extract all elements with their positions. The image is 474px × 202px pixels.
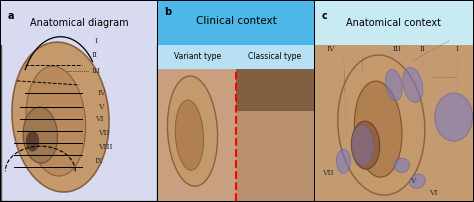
FancyBboxPatch shape bbox=[158, 69, 314, 201]
Ellipse shape bbox=[386, 69, 402, 101]
Text: Anatomical context: Anatomical context bbox=[346, 18, 441, 28]
Ellipse shape bbox=[167, 76, 218, 186]
Text: I: I bbox=[95, 37, 98, 45]
Text: III: III bbox=[392, 45, 401, 53]
Text: V: V bbox=[98, 103, 103, 111]
Ellipse shape bbox=[12, 42, 109, 192]
Text: II: II bbox=[91, 51, 98, 59]
Ellipse shape bbox=[394, 158, 410, 172]
FancyBboxPatch shape bbox=[1, 1, 157, 45]
Text: II: II bbox=[419, 45, 425, 53]
Circle shape bbox=[435, 93, 473, 141]
FancyBboxPatch shape bbox=[236, 69, 314, 111]
Text: a: a bbox=[8, 11, 14, 21]
Text: VI: VI bbox=[95, 115, 103, 123]
FancyBboxPatch shape bbox=[315, 1, 473, 201]
FancyBboxPatch shape bbox=[236, 69, 314, 201]
Text: I: I bbox=[456, 45, 458, 53]
Text: Clinical context: Clinical context bbox=[196, 16, 276, 26]
Text: b: b bbox=[164, 7, 172, 17]
Ellipse shape bbox=[26, 66, 86, 176]
FancyBboxPatch shape bbox=[1, 1, 157, 201]
Text: V: V bbox=[410, 177, 416, 185]
FancyBboxPatch shape bbox=[315, 1, 473, 45]
Text: VII: VII bbox=[98, 129, 109, 137]
Text: IV: IV bbox=[98, 89, 106, 97]
Ellipse shape bbox=[351, 125, 374, 165]
Text: Anatomical diagram: Anatomical diagram bbox=[30, 18, 128, 28]
Text: VI: VI bbox=[429, 189, 438, 197]
FancyBboxPatch shape bbox=[158, 45, 314, 69]
Text: c: c bbox=[321, 11, 327, 21]
Text: VIII: VIII bbox=[98, 143, 112, 151]
Ellipse shape bbox=[23, 107, 57, 163]
Text: IV: IV bbox=[327, 45, 335, 53]
FancyBboxPatch shape bbox=[315, 45, 473, 201]
Text: Classical type: Classical type bbox=[248, 52, 301, 61]
Ellipse shape bbox=[403, 67, 423, 102]
Text: VII: VII bbox=[322, 169, 334, 177]
FancyBboxPatch shape bbox=[158, 1, 314, 45]
Text: Variant type: Variant type bbox=[173, 52, 221, 61]
Ellipse shape bbox=[26, 131, 39, 151]
Ellipse shape bbox=[410, 174, 425, 188]
Ellipse shape bbox=[175, 100, 203, 170]
Ellipse shape bbox=[355, 81, 402, 177]
Ellipse shape bbox=[351, 121, 380, 169]
Text: III: III bbox=[91, 67, 100, 75]
Ellipse shape bbox=[337, 149, 351, 173]
Ellipse shape bbox=[338, 55, 425, 195]
Text: IX: IX bbox=[95, 157, 103, 165]
